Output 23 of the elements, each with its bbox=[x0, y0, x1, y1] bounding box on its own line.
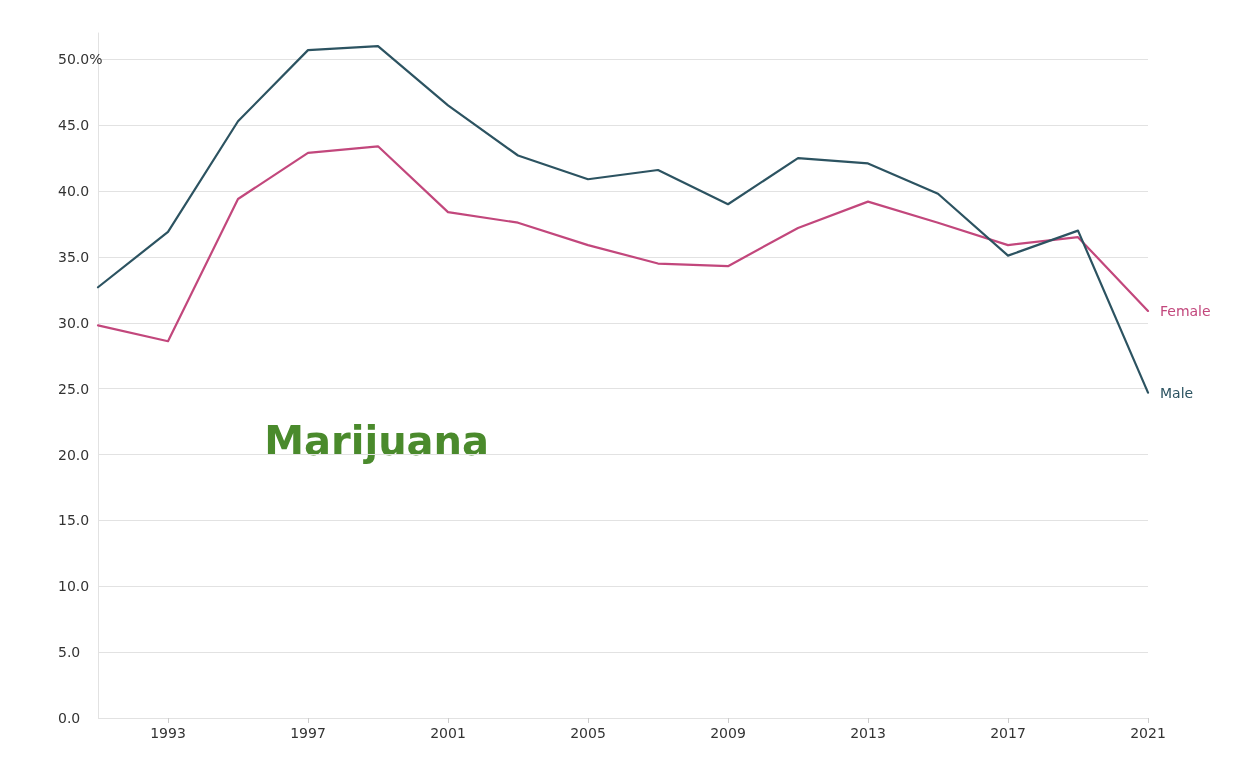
annotation: Marijuana bbox=[264, 417, 490, 464]
y-tick-label: 35.0 bbox=[58, 248, 90, 265]
y-tick-label: 0.0 bbox=[58, 710, 81, 726]
x-tick-label: 1997 bbox=[290, 725, 326, 741]
x-tick-label: 2021 bbox=[1130, 725, 1166, 741]
x-tick-label: 2005 bbox=[570, 725, 606, 741]
y-tick-label: 20.0 bbox=[58, 446, 90, 463]
line-series bbox=[96, 145, 1150, 343]
x-tick-label: 2009 bbox=[710, 725, 746, 741]
x-tick-label: 2001 bbox=[430, 725, 466, 741]
x-tick-label: 2013 bbox=[850, 725, 886, 741]
series-label: Male bbox=[1160, 384, 1194, 401]
y-tick-label: 25.0 bbox=[58, 380, 90, 397]
y-tick-label: 5.0 bbox=[58, 644, 81, 661]
y-tick-label: 30.0 bbox=[58, 314, 90, 331]
y-tick-label: 45.0 bbox=[58, 117, 90, 134]
y-tick-label: 15.0 bbox=[58, 512, 90, 529]
x-tick-label: 2017 bbox=[990, 725, 1026, 741]
y-tick-label: 10.0 bbox=[58, 578, 90, 595]
series-label: Female bbox=[1160, 302, 1211, 319]
y-tick-label: 40.0 bbox=[58, 183, 90, 200]
x-tick-label: 1993 bbox=[150, 725, 186, 741]
y-tick-label: 50.0% bbox=[58, 51, 103, 68]
